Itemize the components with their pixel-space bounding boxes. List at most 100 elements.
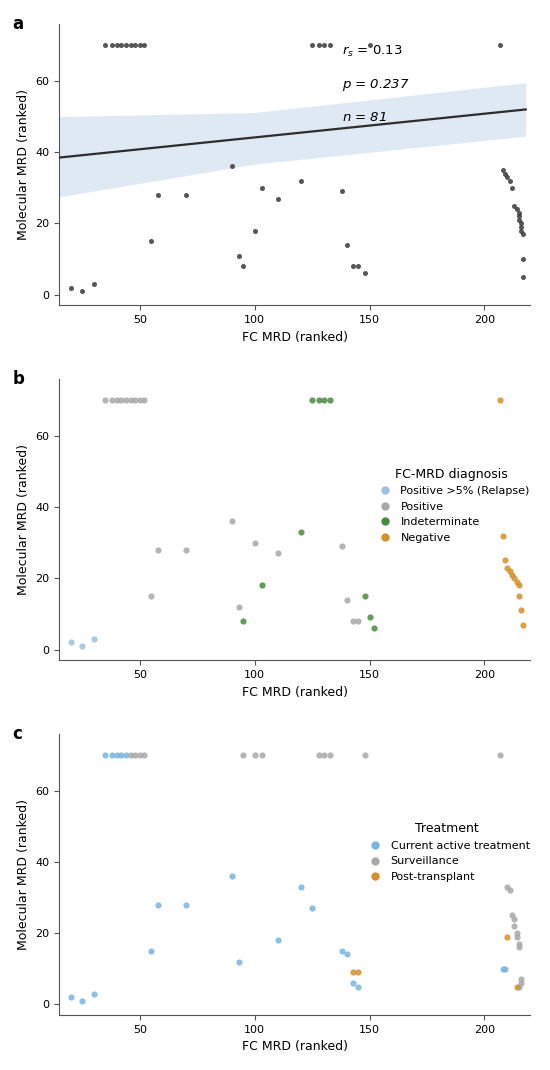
Point	[101, 36, 109, 54]
Point	[496, 36, 505, 54]
Point	[349, 258, 358, 275]
Point	[108, 747, 117, 764]
Point	[365, 609, 374, 626]
Point	[250, 223, 259, 240]
Point	[508, 566, 516, 583]
Point	[67, 279, 75, 296]
Text: c: c	[12, 725, 22, 744]
Point	[512, 928, 521, 945]
Point	[126, 36, 135, 54]
Point	[296, 523, 305, 540]
Point	[514, 587, 523, 605]
Point	[514, 938, 523, 956]
Point	[239, 612, 248, 629]
Point	[307, 36, 316, 54]
Point	[354, 612, 362, 629]
Point	[512, 978, 521, 995]
Point	[153, 186, 162, 203]
Point	[117, 36, 126, 54]
Point	[354, 964, 362, 981]
Point	[257, 577, 266, 594]
Point	[135, 392, 144, 409]
Point	[101, 392, 109, 409]
Point	[122, 747, 130, 764]
Point	[307, 900, 316, 917]
Point	[519, 226, 528, 243]
Point	[514, 577, 523, 594]
X-axis label: FC MRD (ranked): FC MRD (ranked)	[242, 686, 348, 699]
Point	[140, 36, 148, 54]
Text: $r_s$ = 0.13: $r_s$ = 0.13	[342, 44, 403, 59]
Point	[131, 392, 140, 409]
Point	[319, 392, 328, 409]
Point	[122, 392, 130, 409]
Point	[498, 960, 507, 977]
Point	[517, 975, 526, 992]
Point	[514, 204, 523, 221]
Point	[239, 747, 248, 764]
Point	[273, 545, 282, 562]
Point	[503, 878, 512, 896]
Point	[126, 392, 135, 409]
Point	[508, 906, 516, 923]
Point	[131, 747, 140, 764]
Point	[349, 964, 358, 981]
Point	[326, 747, 335, 764]
Point	[307, 392, 316, 409]
Legend: Positive >5% (Relapse), Positive, Indeterminate, Negative: Positive >5% (Relapse), Positive, Indete…	[369, 463, 534, 547]
Text: b: b	[12, 370, 24, 388]
Y-axis label: Molecular MRD (ranked): Molecular MRD (ranked)	[17, 444, 30, 595]
Point	[514, 935, 523, 952]
Point	[89, 275, 98, 292]
Text: $n$ = 81: $n$ = 81	[342, 111, 387, 124]
Point	[500, 165, 509, 182]
Point	[512, 924, 521, 942]
Point	[365, 36, 374, 54]
Point	[108, 36, 117, 54]
Point	[496, 747, 505, 764]
Point	[315, 36, 323, 54]
Point	[360, 264, 369, 281]
Point	[500, 552, 509, 569]
Point	[514, 208, 523, 225]
Point	[78, 638, 87, 655]
Point	[349, 975, 358, 992]
Point	[234, 953, 243, 970]
Point	[227, 868, 236, 885]
Point	[517, 970, 526, 988]
Point	[182, 541, 190, 559]
Point	[234, 247, 243, 264]
Point	[315, 747, 323, 764]
Point	[342, 946, 351, 963]
Point	[503, 928, 512, 945]
Point	[319, 747, 328, 764]
Point	[239, 258, 248, 275]
Point	[505, 172, 514, 189]
Point	[510, 917, 519, 934]
Point	[257, 747, 266, 764]
Point	[117, 392, 126, 409]
Point	[153, 896, 162, 913]
Point	[147, 233, 156, 250]
Point	[135, 36, 144, 54]
Point	[250, 534, 259, 551]
Point	[234, 598, 243, 615]
Point	[514, 978, 523, 995]
Point	[505, 882, 514, 899]
Point	[354, 258, 362, 275]
Point	[354, 978, 362, 995]
Point	[273, 932, 282, 949]
Point	[370, 620, 378, 637]
Point	[338, 183, 346, 200]
Point	[510, 197, 519, 214]
Point	[250, 747, 259, 764]
Point	[112, 392, 121, 409]
Point	[89, 630, 98, 647]
Point	[500, 960, 509, 977]
Point	[514, 212, 523, 229]
Point	[326, 36, 335, 54]
Point	[342, 591, 351, 608]
Point	[505, 563, 514, 580]
Point	[273, 190, 282, 208]
Point	[517, 601, 526, 618]
